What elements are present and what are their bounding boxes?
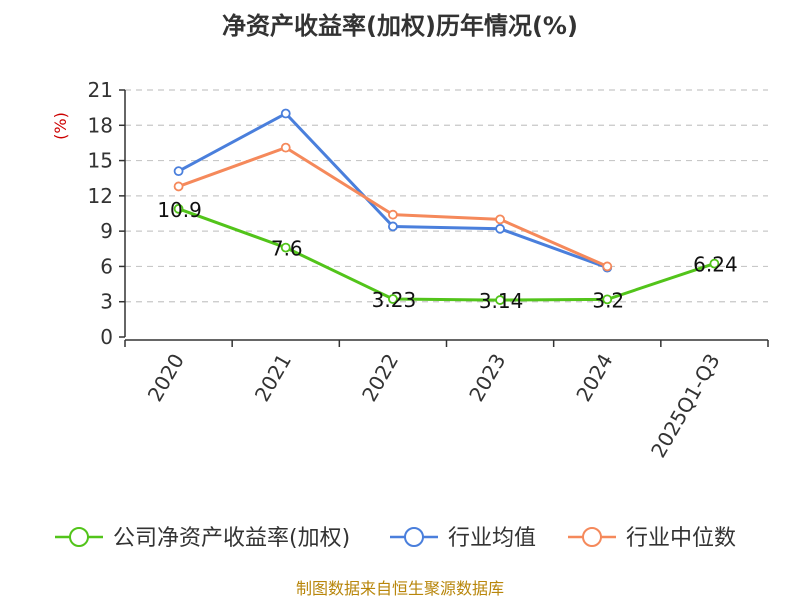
legend-label: 行业中位数 <box>626 526 736 551</box>
series-line <box>178 146 608 268</box>
data-point <box>388 221 398 232</box>
x-tick-label: 2020 <box>143 350 189 406</box>
data-point <box>173 166 184 177</box>
y-tick-label: 18 <box>88 113 113 137</box>
x-tick-label: 2021 <box>250 350 296 406</box>
data-point <box>173 181 184 192</box>
x-tick-label: 2023 <box>464 350 510 406</box>
y-tick-label: 15 <box>88 149 113 173</box>
data-point <box>388 209 398 220</box>
y-tick-label: 9 <box>100 219 113 243</box>
series-line <box>177 112 608 270</box>
data-point <box>709 258 720 269</box>
data-labels: 10.9 7.6 3.23 3.14 3.2 6.24 <box>157 198 737 313</box>
data-label: 10.9 <box>157 198 202 222</box>
grid-lines <box>125 89 768 303</box>
y-tick-label: 0 <box>100 325 113 349</box>
data-point <box>602 294 613 305</box>
data-point <box>173 203 184 214</box>
series-group <box>173 108 720 305</box>
y-axis-ticks: 0 3 6 9 12 15 18 21 <box>88 78 125 349</box>
data-point <box>495 295 505 305</box>
series-line <box>178 207 715 302</box>
data-point <box>280 142 291 153</box>
data-point <box>495 214 505 225</box>
legend-marker <box>582 527 602 547</box>
data-label: 3.14 <box>479 289 524 313</box>
legend-label: 公司净资产收益率(加权) <box>113 526 350 551</box>
data-point <box>495 223 505 234</box>
data-point <box>388 294 398 304</box>
legend-marker <box>404 527 424 547</box>
legend: 公司净资产收益率(加权) 行业均值 行业中位数 <box>55 526 736 551</box>
data-point <box>602 261 613 272</box>
data-point <box>280 242 291 253</box>
data-point <box>280 108 291 119</box>
y-tick-label: 21 <box>88 78 113 102</box>
x-axis-ticks: 2020 2021 2022 2023 2024 2025Q1-Q3 <box>124 340 769 462</box>
axes <box>124 90 768 341</box>
y-tick-label: 3 <box>100 290 113 314</box>
legend-marker <box>69 527 89 547</box>
legend-label: 行业均值 <box>448 526 536 551</box>
data-label: 3.2 <box>592 288 624 312</box>
chart-title: 净资产收益率(加权)历年情况(%) <box>222 12 578 40</box>
data-label: 6.24 <box>693 253 738 277</box>
y-tick-label: 12 <box>88 184 113 208</box>
y-tick-label: 6 <box>100 254 113 278</box>
x-tick-label: 2025Q1-Q3 <box>646 350 725 462</box>
source-footnote: 制图数据来自恒生聚源数据库 <box>296 579 504 598</box>
x-tick-label: 2024 <box>571 350 617 406</box>
data-label: 7.6 <box>271 237 303 261</box>
data-label: 3.23 <box>372 288 417 312</box>
x-tick-label: 2022 <box>357 350 403 406</box>
y-axis-unit-label: (%) <box>51 112 70 140</box>
